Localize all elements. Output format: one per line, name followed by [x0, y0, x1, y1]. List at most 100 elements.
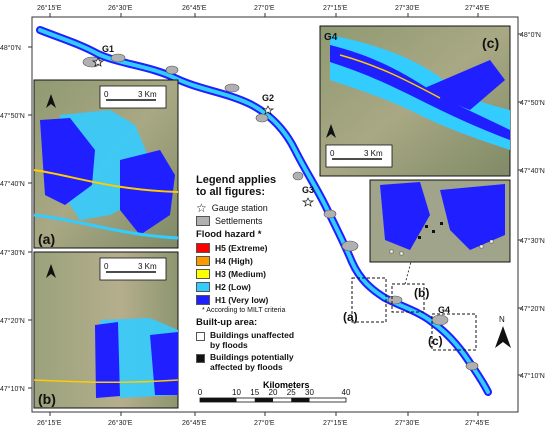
coord-label: 26°30'E	[108, 4, 133, 12]
inset-scale-label: 3 Km	[138, 262, 157, 271]
area-label-c: (c)	[428, 334, 443, 348]
coord-label: 27°15'E	[323, 419, 348, 427]
hazard-label: H5 (Extreme)	[215, 242, 268, 253]
zoom-leader	[404, 209, 426, 285]
inset-label-a: (a)	[38, 231, 55, 247]
legend-affected-row: Buildings potentially affected by floods	[196, 352, 366, 372]
coord-label: 47°40'N	[0, 180, 25, 188]
legend-hazard-h5: H5 (Extreme)	[196, 242, 366, 253]
river-floodplain	[36, 26, 492, 396]
inset-c: 0 3 Km G4 (c)	[319, 25, 511, 177]
legend-title-line: Legend applies	[196, 174, 277, 186]
star-icon	[261, 105, 275, 115]
north-label: N	[499, 315, 505, 324]
legend-affected-label: Buildings potentially affected by floods	[210, 352, 294, 372]
area-label-a: (a)	[343, 310, 358, 324]
coord-label: 47°30'N	[0, 249, 25, 257]
north-arrow-icon	[46, 264, 56, 278]
scalebar-segment	[200, 398, 237, 402]
top-coords: 26°15'E 26°30'E 26°45'E 27°0'E 27°15'E 2…	[37, 4, 490, 12]
coord-label: 47°50'N	[0, 112, 25, 120]
inset-label-c: (c)	[482, 35, 499, 51]
hazard-list: H5 (Extreme) H4 (High) H3 (Medium) H2 (Low)…	[196, 242, 366, 305]
coord-label: 27°45'E	[465, 419, 490, 427]
legend-gauge-row: ☆ Gauge station	[196, 200, 366, 215]
area-box-c	[431, 313, 477, 351]
coord-label: 26°30'E	[108, 419, 133, 427]
coord-label: 47°40'N	[520, 167, 545, 175]
coord-label: 47°10'N	[520, 372, 545, 380]
inset-scale-zero: 0	[330, 149, 335, 158]
legend-unaffected-row: Buildings unaffected by floods	[196, 330, 366, 350]
legend-title: Legend applies to all figures:	[196, 174, 366, 198]
scalebar-tick-label: 20	[269, 388, 278, 397]
coord-label: 48°0'N	[520, 31, 541, 39]
hazard-swatch	[196, 294, 210, 305]
hazard-swatch	[196, 255, 210, 266]
study-area-boxes	[351, 277, 477, 351]
star-icon	[301, 197, 315, 207]
hazard-label: H2 (Low)	[215, 281, 251, 292]
hazard-swatch	[196, 242, 210, 253]
coord-label: 26°15'E	[37, 4, 62, 12]
north-arrow-main: N	[495, 315, 511, 348]
scalebar-tick-label: 15	[250, 388, 259, 397]
right-coords: 48°0'N 47°50'N 47°40'N 47°30'N 47°20'N 4…	[520, 31, 545, 380]
area-box-a	[351, 277, 387, 323]
hazard-swatch	[196, 268, 210, 279]
inset-gauge-label: G4	[324, 32, 338, 43]
legend-settlements-row: Settlements	[196, 215, 366, 226]
scalebar-tick-label: 40	[342, 388, 351, 397]
coord-label: 48°0'N	[0, 44, 21, 52]
area-label-b: (b)	[414, 286, 429, 300]
scalebar-tick-label: 10	[232, 388, 241, 397]
hazard-swatch	[196, 281, 210, 292]
affected-building-icon	[196, 354, 205, 363]
legend-note: * According to MILT criteria	[202, 307, 286, 314]
settlements	[82, 53, 479, 371]
gauge-label-g3: G3	[302, 185, 314, 195]
inset-label-b: (b)	[38, 391, 56, 407]
inset-b: 0 3 Km (b)	[33, 251, 179, 409]
scalebar-tick-label: 25	[287, 388, 296, 397]
star-icon	[91, 57, 105, 67]
settlement-swatch	[196, 215, 210, 226]
coord-label: 26°45'E	[182, 419, 207, 427]
scalebar-segment	[254, 398, 273, 402]
inset-scale-zero: 0	[104, 262, 109, 271]
legend-gauge-label: Gauge station	[211, 202, 268, 213]
gauge-icons	[91, 57, 315, 207]
gauge-label-g1: G1	[102, 44, 114, 54]
bottom-coords: 26°15'E 26°30'E 26°45'E 27°0'E 27°15'E 2…	[37, 419, 490, 427]
north-arrow-icon	[326, 124, 336, 138]
scalebar-segment	[291, 398, 310, 402]
legend-hazard-h4: H4 (High)	[196, 255, 366, 266]
inset-a: 0 3 Km (a)	[33, 79, 179, 249]
scalebar-tick-label: 0	[198, 388, 203, 397]
inset-detail	[369, 179, 511, 263]
legend-title-line: to all figures:	[196, 186, 266, 198]
coord-label: 27°30'E	[395, 4, 420, 12]
scalebar-tick-label: 30	[305, 388, 314, 397]
inset-scale-label: 3 Km	[138, 90, 157, 99]
star-icon: ☆	[196, 200, 207, 215]
hazard-label: H3 (Medium)	[215, 268, 266, 279]
legend-hazard-h1: H1 (Very low)	[196, 294, 366, 305]
coord-label: 26°45'E	[182, 4, 207, 12]
coord-label: 27°45'E	[465, 4, 490, 12]
coord-label: 26°15'E	[37, 419, 62, 427]
legend-builtup-title: Built-up area:	[196, 317, 258, 328]
north-arrow-icon	[495, 326, 511, 348]
area-box-b	[391, 283, 425, 313]
legend-hazard-title: Flood hazard *	[196, 229, 262, 240]
left-coords: 48°0'N 47°50'N 47°40'N 47°30'N 47°20'N 4…	[0, 44, 25, 393]
north-arrow-icon	[46, 94, 56, 108]
flood-h2-band	[38, 28, 490, 394]
frame-ticks	[28, 13, 522, 416]
legend: Legend applies to all figures: ☆ Gauge s…	[196, 174, 366, 374]
coord-label: 27°0'E	[254, 419, 275, 427]
inset-scale-label: 3 Km	[364, 149, 383, 158]
coord-label: 47°20'N	[520, 305, 545, 313]
